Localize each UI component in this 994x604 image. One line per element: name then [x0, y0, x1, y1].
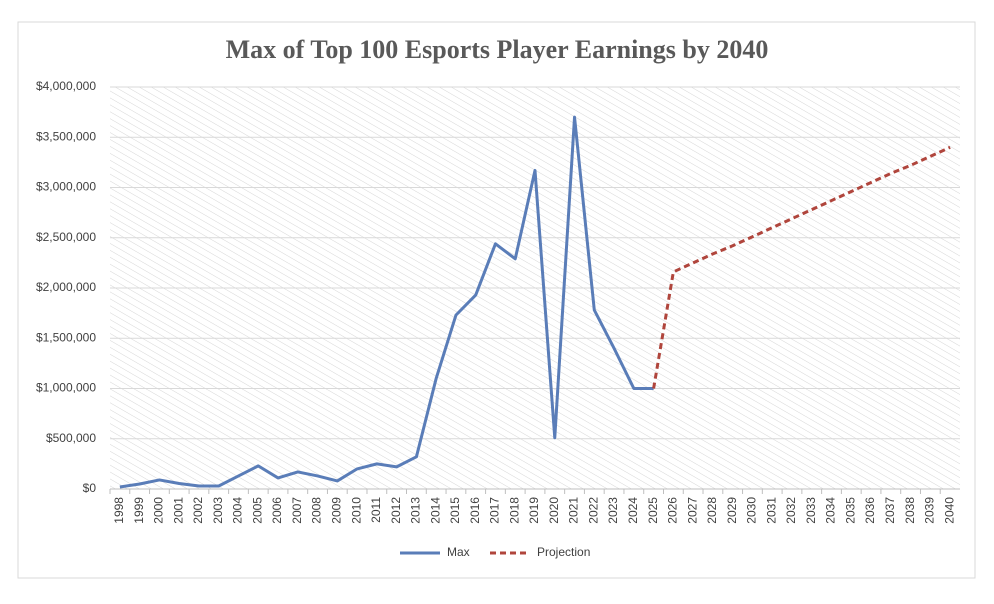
x-tick-label: 2002: [191, 497, 205, 524]
x-tick-label: 2005: [250, 497, 264, 524]
x-tick-label: 2027: [685, 497, 699, 524]
y-tick-label: $1,500,000: [36, 330, 96, 344]
x-tick-label: 2019: [527, 497, 541, 524]
legend-label: Projection: [537, 545, 590, 559]
x-tick-label: 2034: [824, 497, 838, 524]
x-tick-label: 2037: [883, 497, 897, 524]
x-tick-label: 2015: [448, 497, 462, 524]
data-line: [652, 145, 951, 389]
x-tick-label: 2033: [804, 497, 818, 524]
x-tick-label: 2031: [764, 497, 778, 524]
x-tick-label: 2023: [606, 497, 620, 524]
chart-title: Max of Top 100 Esports Player Earnings b…: [226, 35, 769, 64]
x-tick-label: 1998: [112, 497, 126, 524]
x-tick-label: 2029: [725, 497, 739, 524]
x-tick-label: 2014: [428, 497, 442, 524]
x-tick-label: 2026: [666, 497, 680, 524]
x-tick-label: 2017: [488, 497, 502, 524]
x-tick-label: 2000: [152, 497, 166, 524]
x-tick-label: 2003: [211, 497, 225, 524]
data-line: [119, 115, 654, 489]
y-tick-label: $500,000: [46, 431, 96, 445]
x-tick-label: 2022: [586, 497, 600, 524]
x-tick-label: 2012: [389, 497, 403, 524]
x-tick-label: 2036: [863, 497, 877, 524]
y-tick-label: $3,000,000: [36, 180, 96, 194]
x-tick-label: 2016: [468, 497, 482, 524]
x-tick-label: 2025: [646, 497, 660, 524]
x-tick-label: 2038: [903, 497, 917, 524]
x-tick-label: 2018: [507, 497, 521, 524]
x-tick-label: 2035: [843, 497, 857, 524]
y-tick-label: $2,000,000: [36, 280, 96, 294]
y-tick-label: $2,500,000: [36, 230, 96, 244]
x-tick-label: 2004: [231, 497, 245, 524]
x-tick-label: 2011: [369, 497, 383, 523]
x-tick-label: 2020: [547, 497, 561, 524]
x-tick-label: 2001: [171, 497, 185, 524]
x-tick-label: 2028: [705, 497, 719, 524]
x-tick-label: 2009: [329, 497, 343, 524]
x-tick-label: 1999: [132, 497, 146, 524]
y-tick-label: $3,500,000: [36, 129, 96, 143]
legend-label: Max: [447, 545, 470, 559]
x-tick-label: 2024: [626, 497, 640, 524]
x-tick-label: 2006: [270, 497, 284, 524]
x-tick-label: 2010: [349, 497, 363, 524]
x-tick-label: 2039: [923, 497, 937, 524]
x-tick-label: 2040: [942, 497, 956, 524]
y-tick-label: $0: [83, 481, 97, 495]
x-tick-label: 2013: [409, 497, 423, 524]
x-tick-label: 2007: [290, 497, 304, 524]
y-tick-label: $1,000,000: [36, 381, 96, 395]
y-tick-label: $4,000,000: [36, 79, 96, 93]
x-tick-label: 2030: [745, 497, 759, 524]
x-tick-label: 2021: [567, 497, 581, 524]
x-tick-label: 2032: [784, 497, 798, 524]
x-tick-label: 2008: [310, 497, 324, 524]
